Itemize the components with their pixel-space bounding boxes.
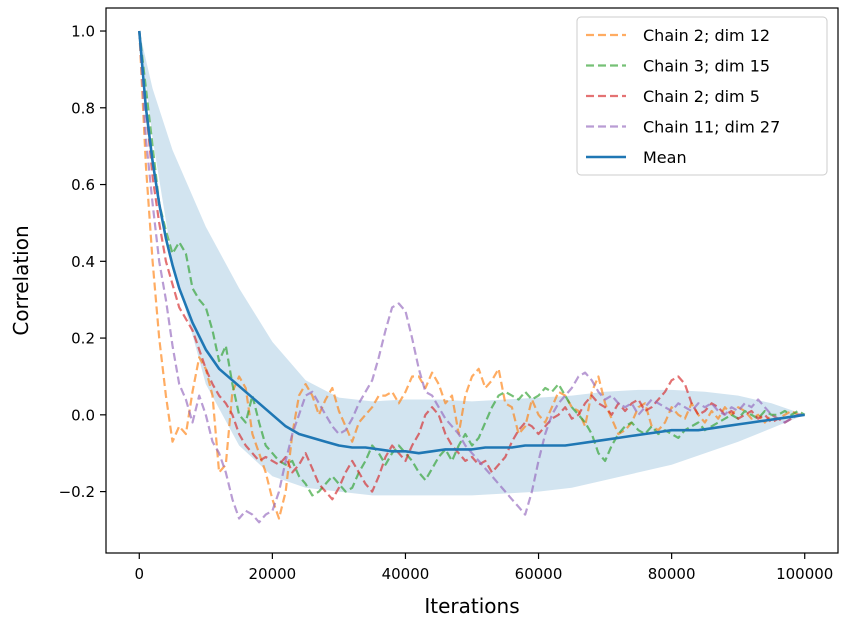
plot-area (138, 30, 806, 524)
x-tick-label: 0 (134, 565, 144, 583)
legend-label: Mean (643, 148, 687, 167)
y-tick-label: 0.0 (71, 406, 95, 424)
series-line-3 (138, 30, 805, 501)
series-line-2 (138, 30, 806, 497)
legend-label: Chain 2; dim 5 (643, 87, 760, 106)
legend-label: Chain 2; dim 12 (643, 26, 770, 45)
series-layer (138, 30, 806, 524)
x-axis-ticks: 0 20000 40000 60000 80000 100000 (134, 553, 833, 583)
x-tick-label: 100000 (776, 565, 833, 583)
y-tick-label: 0.6 (71, 176, 95, 194)
x-axis-title: Iterations (424, 594, 519, 618)
series-line-5 (138, 30, 805, 455)
legend-label: Chain 11; dim 27 (643, 118, 780, 137)
legend: Chain 2; dim 12 Chain 3; dim 15 Chain 2; d… (576, 16, 828, 176)
y-tick-label: 0.4 (71, 253, 95, 271)
std-band (139, 31, 805, 496)
series-line-1 (138, 30, 805, 520)
y-axis-title: Correlation (9, 225, 33, 335)
series-line-4 (138, 30, 805, 524)
x-tick-label: 20000 (249, 565, 297, 583)
x-tick-label: 80000 (648, 565, 696, 583)
y-tick-label: −0.2 (59, 483, 95, 501)
x-tick-label: 40000 (382, 565, 430, 583)
legend-frame (576, 16, 828, 176)
y-tick-label: 0.2 (71, 330, 95, 348)
y-tick-label: 1.0 (71, 23, 95, 41)
plot-frame (105, 7, 839, 554)
y-tick-label: 0.8 (71, 99, 95, 117)
x-tick-label: 60000 (515, 565, 563, 583)
legend-label: Chain 3; dim 15 (643, 57, 770, 76)
y-axis-ticks: −0.2 0.0 0.2 0.4 0.6 0.8 1.0 (59, 23, 106, 501)
